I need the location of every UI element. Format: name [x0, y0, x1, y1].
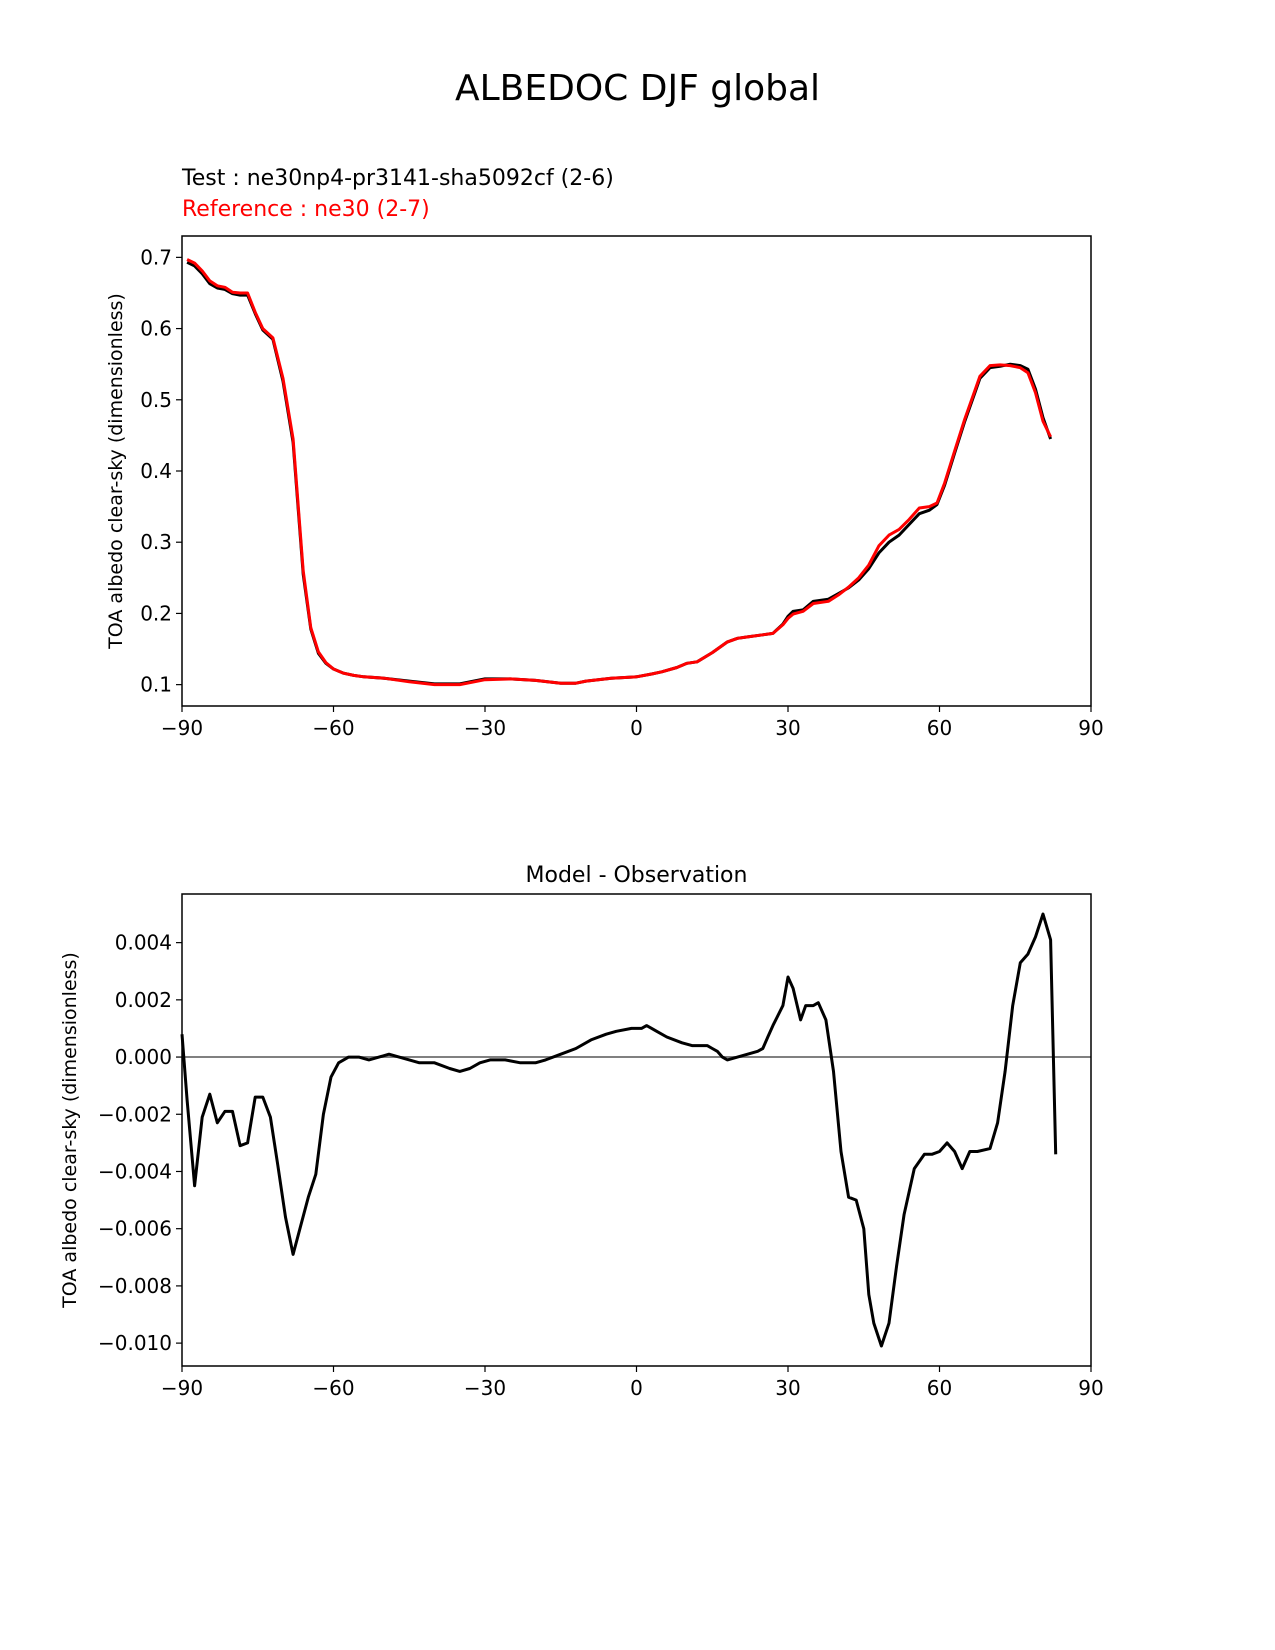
reference-label: Reference : ne30 (2-7) [182, 197, 430, 222]
series-line-difference [180, 912, 1058, 1348]
x-tick-label: 90 [1078, 1376, 1103, 1400]
panel-title: Model - Observation [526, 863, 748, 888]
y-tick-label: 0.4 [140, 459, 172, 483]
y-tick-label: −0.008 [98, 1274, 172, 1298]
y-tick-label: −0.010 [98, 1331, 172, 1355]
y-axis-label: TOA albedo clear-sky (dimensionless) [59, 952, 81, 1309]
series-line-reference [186, 258, 1052, 687]
series-line-test [186, 260, 1053, 686]
y-tick-label: 0.002 [115, 988, 172, 1012]
x-tick-label: 60 [927, 716, 952, 740]
y-tick-label: 0.2 [140, 601, 172, 625]
x-tick-label: −30 [464, 1376, 506, 1400]
y-axis-label: TOA albedo clear-sky (dimensionless) [105, 293, 127, 650]
y-tick-label: 0.7 [140, 245, 172, 269]
x-tick-label: 60 [927, 1376, 952, 1400]
x-tick-label: 0 [630, 1376, 643, 1400]
y-tick-label: 0.3 [140, 530, 172, 554]
x-tick-label: 90 [1078, 716, 1103, 740]
x-tick-label: 0 [630, 716, 643, 740]
y-tick-label: 0.5 [140, 388, 172, 412]
x-tick-label: −90 [161, 1376, 203, 1400]
x-tick-label: −90 [161, 716, 203, 740]
figure-title: ALBEDOC DJF global [454, 68, 821, 109]
y-tick-label: −0.006 [98, 1217, 172, 1241]
y-tick-label: −0.002 [98, 1102, 172, 1126]
plot-frame [181, 235, 1092, 707]
y-tick-label: 0.004 [115, 931, 172, 955]
x-tick-label: −60 [312, 1376, 354, 1400]
x-tick-label: 30 [775, 716, 800, 740]
test-label: Test : ne30np4-pr3141-sha5092cf (2-6) [182, 166, 614, 191]
y-tick-label: −0.004 [98, 1159, 172, 1183]
y-tick-label: 0.6 [140, 317, 172, 341]
y-tick-label: 0.000 [115, 1045, 172, 1069]
x-tick-label: −60 [312, 716, 354, 740]
x-tick-label: −30 [464, 716, 506, 740]
x-tick-label: 30 [775, 1376, 800, 1400]
y-tick-label: 0.1 [140, 673, 172, 697]
plot-frame [181, 893, 1092, 1367]
